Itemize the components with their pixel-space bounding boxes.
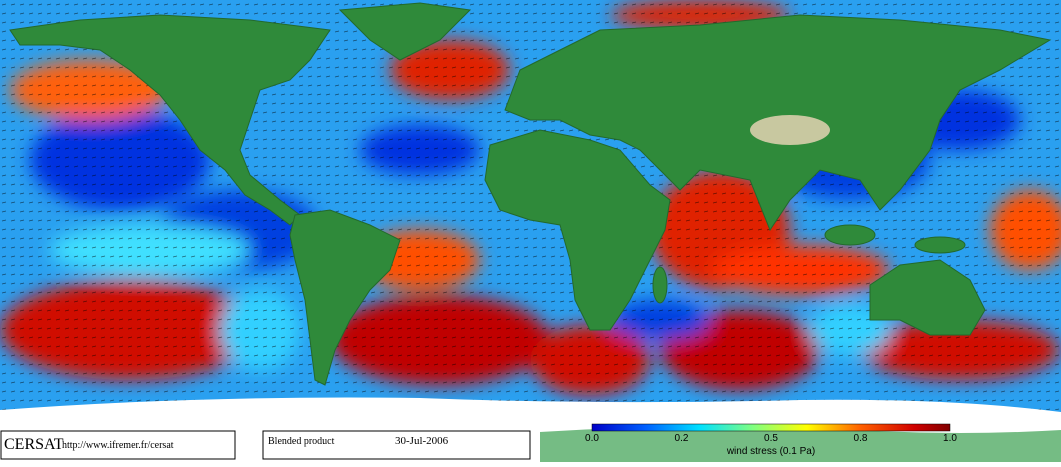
greenland [338,2,472,61]
australia [869,259,986,336]
south-america [289,209,401,386]
colorbar-tick-label: 0.5 [764,433,778,444]
colorbar-tick-label: 0.0 [585,433,599,444]
ice-shelf [540,426,1061,462]
date: 30-Jul-2006 [395,435,449,447]
credit: CERSAT [4,436,64,453]
madagascar [652,266,668,304]
colorbar-ticks: 0.0 0.2 0.5 0.8 1.0 [585,433,957,444]
colorbar-tick-label: 0.2 [675,433,689,444]
africa [484,129,671,331]
product: Blended product [268,436,335,447]
new-guinea [914,236,966,254]
colorbar-label: wind stress (0.1 Pa) [726,446,815,457]
land [9,2,1052,386]
colorbar-tick-label: 1.0 [943,433,957,444]
credit-box [0,430,236,460]
colorbar [591,423,951,432]
product-box [262,430,531,460]
colorbar-tick-label: 0.8 [854,433,868,444]
indonesia [824,224,876,246]
tibet [750,115,830,145]
url: http://www.ifremer.fr/cersat [62,440,174,451]
